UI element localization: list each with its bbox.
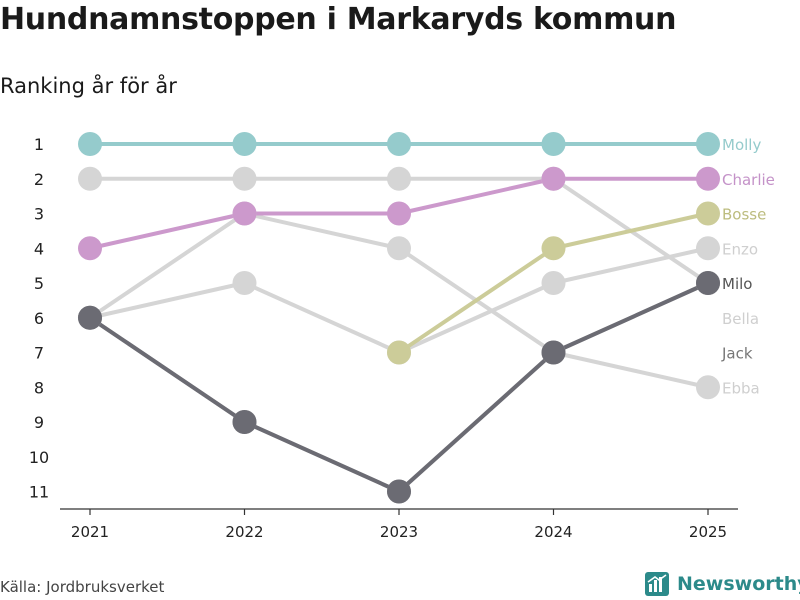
point-bella-2022	[232, 166, 257, 191]
x-tick-label: 2021	[71, 523, 109, 541]
point-charlie-2021	[78, 236, 102, 261]
point-charlie-2022	[232, 201, 257, 226]
point-ebba-2025	[696, 375, 720, 400]
point-molly-2021	[78, 132, 102, 156]
point-charlie-2024	[541, 166, 566, 191]
y-tick-label: 6	[34, 309, 44, 328]
point-charlie-2023	[387, 201, 411, 226]
point-molly-2023	[387, 132, 411, 156]
point-bosse-2024	[541, 236, 566, 261]
newsworthy-icon	[645, 572, 669, 596]
point-bella-2021	[78, 166, 102, 191]
point-enzo-2025	[696, 236, 720, 261]
end-label-bella: Bella	[722, 310, 759, 328]
chart-subtitle: Ranking år för år	[0, 74, 177, 98]
series-line-milo	[88, 281, 710, 494]
end-label-molly: Molly	[722, 136, 761, 154]
y-tick-label: 11	[29, 483, 49, 502]
point-bosse-2023	[387, 340, 411, 365]
x-tick-label: 2025	[689, 523, 727, 541]
point-milo-2022	[232, 410, 257, 434]
point-molly-2025	[696, 132, 720, 156]
axis-layer: 2021 2022 2023 2024 2025 1 2 3 4 5 6 7 8 9 10 11	[29, 135, 738, 541]
point-bosse-2025	[696, 201, 720, 226]
y-tick-label: 8	[34, 378, 44, 397]
end-label-ebba: Ebba	[722, 379, 760, 397]
x-tick-label: 2024	[534, 523, 572, 541]
point-milo-2024	[541, 340, 566, 365]
end-label-jack: Jack	[721, 345, 753, 363]
end-label-milo: Milo	[722, 275, 752, 293]
end-label-bosse: Bosse	[722, 206, 766, 224]
y-tick-label: 2	[34, 170, 44, 189]
brand-name: Newsworthy	[677, 573, 800, 595]
y-tick-label: 10	[29, 448, 49, 467]
y-tick-label: 1	[34, 135, 44, 154]
point-bella-2023	[387, 166, 411, 191]
y-tick-label: 9	[34, 413, 44, 432]
point-milo-2025	[696, 271, 720, 295]
x-tick-label: 2023	[380, 523, 418, 541]
y-tick-label: 5	[34, 274, 44, 293]
end-labels: Molly Charlie Bosse Enzo Milo Bella Jack Ebba	[721, 136, 775, 397]
point-enzo-2022	[232, 271, 257, 295]
point-milo-2021	[78, 305, 102, 330]
x-tick-label: 2022	[225, 523, 263, 541]
series-line-enzo	[88, 246, 710, 355]
source-note: Källa: Jordbruksverket	[0, 578, 165, 596]
point-charlie-2025	[696, 166, 720, 191]
chart-title: Hundnamnstoppen i Markaryds kommun	[0, 2, 677, 37]
point-molly-2024	[541, 132, 566, 156]
point-ebba-2023	[387, 236, 411, 261]
y-tick-label: 4	[34, 239, 44, 258]
point-enzo-2024	[541, 271, 566, 295]
end-label-enzo: Enzo	[722, 240, 758, 258]
end-label-charlie: Charlie	[722, 171, 775, 189]
series-points	[78, 132, 720, 504]
y-tick-label: 3	[34, 205, 44, 224]
series-line-jack	[88, 281, 710, 494]
series-lines	[88, 142, 710, 494]
newsworthy-logo[interactable]: Newsworthy	[645, 569, 800, 599]
point-milo-2023	[387, 479, 411, 504]
y-tick-label: 7	[34, 344, 44, 363]
point-molly-2022	[232, 132, 257, 156]
